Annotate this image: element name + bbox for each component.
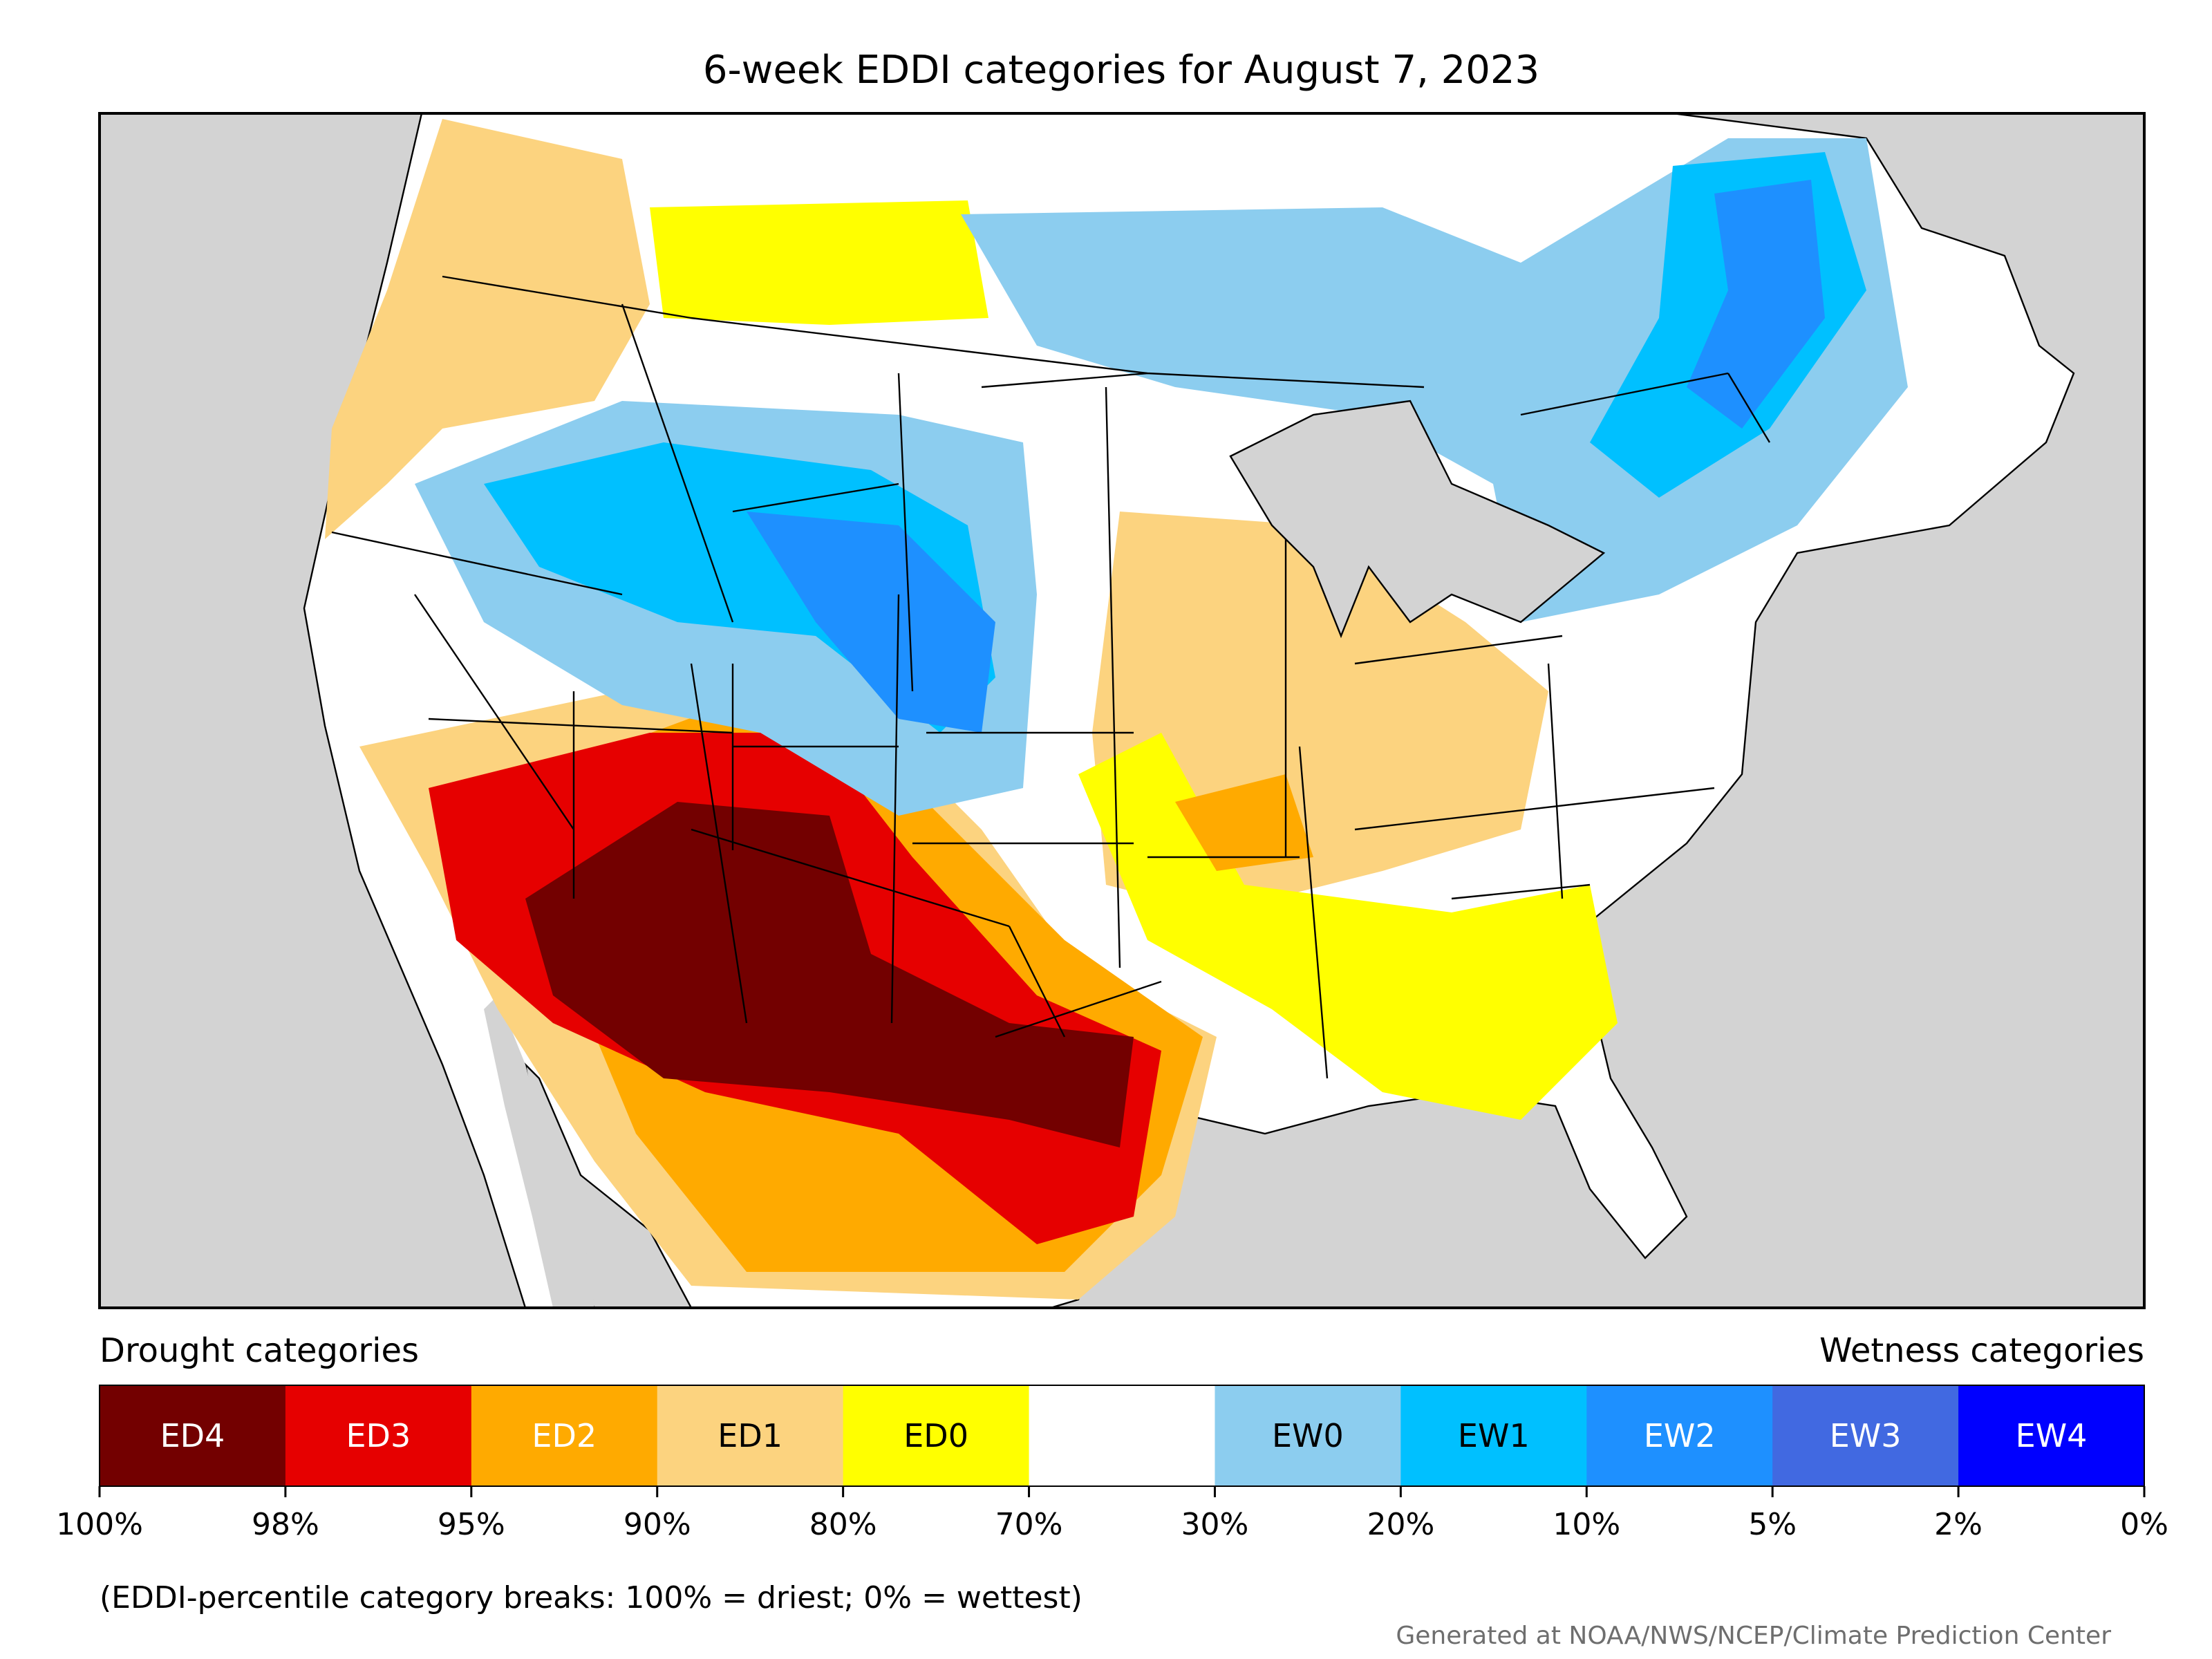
legend-swatch — [1958, 1385, 2145, 1486]
legend-category-label: ED1 — [718, 1417, 782, 1454]
legend-tick-label: 95% — [438, 1507, 505, 1542]
wetness-northeast-ew2-field — [1687, 180, 1825, 429]
legend-tick-label: 98% — [252, 1507, 319, 1542]
legend-colorbar-frame — [99, 1385, 2145, 1487]
state-and-national-borders — [331, 275, 1771, 1079]
legend-tick-label: 80% — [809, 1507, 877, 1542]
legend: Drought categories Wetness categories ED… — [56, 1331, 2168, 1615]
drought-categories-heading: Drought categories — [100, 1331, 419, 1370]
legend-swatch — [1772, 1385, 1959, 1486]
legend-swatch — [1586, 1385, 1773, 1486]
legend-category-label: ED2 — [532, 1417, 597, 1454]
legend-tick-label: 70% — [995, 1507, 1063, 1542]
legend-swatch — [657, 1385, 844, 1486]
figure-title: 6-week EDDI categories for August 7, 202… — [703, 48, 1539, 93]
map-frame — [98, 112, 2146, 1309]
legend-category-label: ED0 — [903, 1417, 968, 1454]
legend-swatch — [100, 1385, 286, 1486]
legend-tick-label: 100% — [56, 1507, 143, 1542]
legend-tick-label: 90% — [624, 1507, 691, 1542]
legend-swatch — [471, 1385, 658, 1486]
legend-category-label: EW1 — [1458, 1417, 1530, 1454]
legend-swatch — [843, 1385, 1030, 1486]
legend-swatch — [1400, 1385, 1587, 1486]
legend-tick-label: 20% — [1367, 1507, 1434, 1542]
great-lakes — [1229, 400, 1606, 639]
legend-ticks: 100% 98% 95% 90% 80% 70% 30% 20% 10% 5% 2% 0% — [56, 1486, 2168, 1542]
legend-category-label: EW4 — [2016, 1417, 2088, 1454]
legend-category-label: ED4 — [160, 1417, 225, 1454]
wetness-west-ew2-field — [747, 512, 995, 733]
drought-ed0-field — [650, 200, 988, 325]
legend-category-label: EW2 — [1644, 1417, 1716, 1454]
drought-southwest-ed4-field — [525, 802, 1134, 1147]
legend-swatch — [285, 1385, 472, 1486]
legend-tick-label: 10% — [1553, 1507, 1620, 1542]
legend-tick-label: 0% — [2120, 1507, 2168, 1542]
legend-note: (EDDI-percentile category breaks: 100% =… — [100, 1580, 1082, 1615]
legend-tick-label: 2% — [1934, 1507, 1983, 1542]
wetness-categories-heading: Wetness categories — [1819, 1331, 2144, 1370]
baja-california — [484, 995, 594, 1308]
legend-category-label: ED3 — [346, 1417, 411, 1454]
legend-swatch — [1029, 1385, 1215, 1486]
legend-tick-label: 30% — [1181, 1507, 1249, 1542]
map-panel — [98, 112, 2146, 1309]
legend-swatch — [1215, 1385, 1401, 1486]
credit-text: Generated at NOAA/NWS/NCEP/Climate Predi… — [1396, 1622, 2111, 1650]
legend-colorbar: ED4 ED3 ED2 ED1 ED0 EW0 EW1 EW2 EW3 EW4 — [99, 1385, 2145, 1487]
legend-tick-label: 5% — [1748, 1507, 1797, 1542]
drought-gulf-ed2-field — [1175, 774, 1313, 871]
legend-category-label: EW0 — [1272, 1417, 1344, 1454]
legend-category-label: EW3 — [1830, 1417, 1902, 1454]
drought-ed1-field — [325, 119, 650, 539]
